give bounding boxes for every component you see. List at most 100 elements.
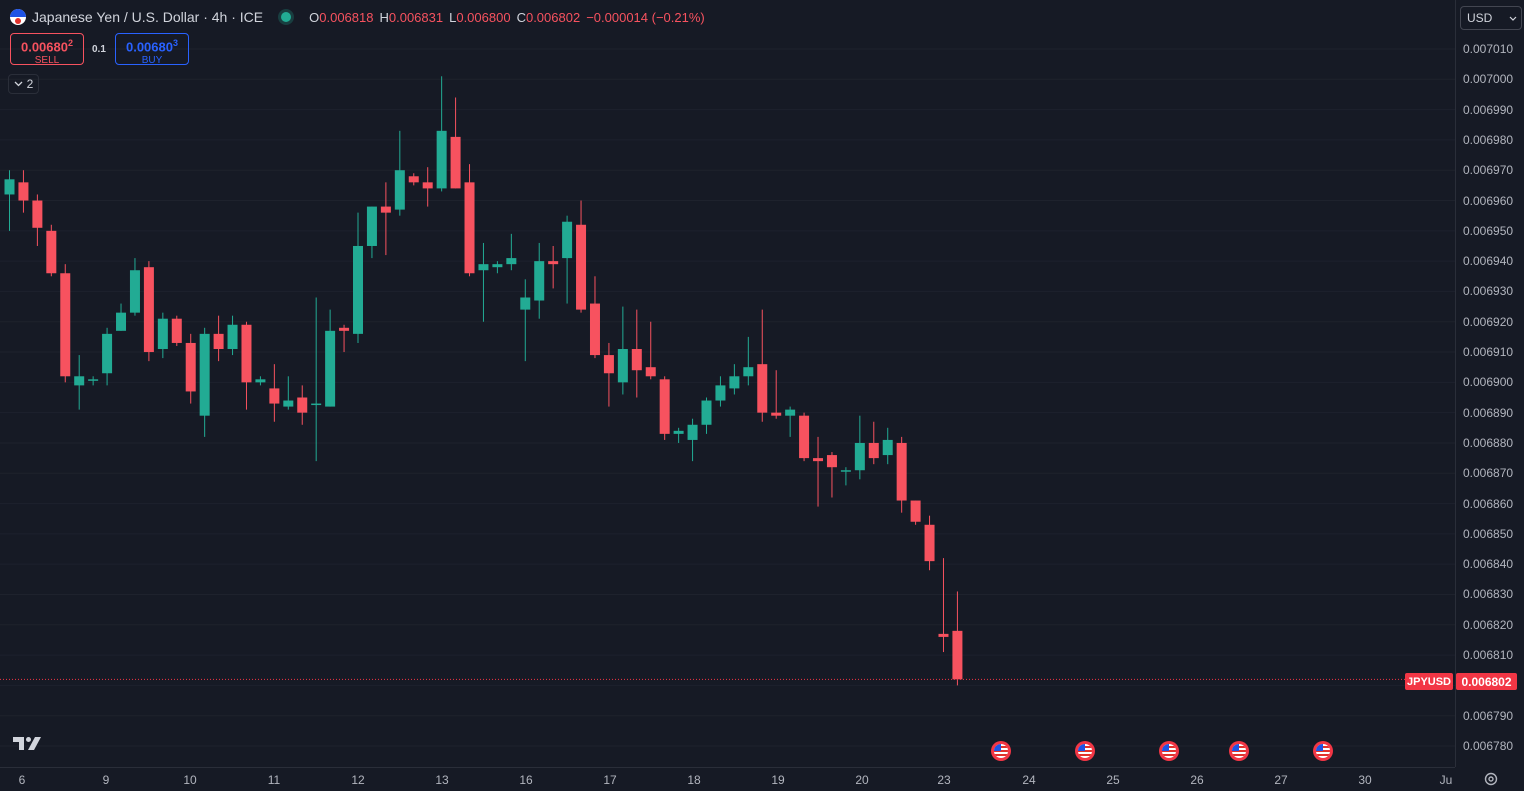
candle[interactable] — [46, 224, 57, 277]
candle[interactable] — [478, 242, 489, 322]
us-economic-event-icon[interactable] — [991, 741, 1011, 761]
candle[interactable] — [715, 376, 726, 407]
candle[interactable] — [4, 170, 15, 231]
candle[interactable] — [157, 312, 168, 359]
candle[interactable] — [227, 315, 238, 356]
candle[interactable] — [771, 370, 782, 419]
price-tick-label: 0.006820 — [1463, 617, 1514, 632]
candle[interactable] — [813, 436, 824, 507]
candle[interactable] — [645, 321, 656, 380]
candle[interactable] — [506, 233, 517, 271]
candle[interactable] — [422, 167, 433, 207]
candle[interactable] — [603, 342, 614, 407]
candle-body — [227, 324, 238, 350]
indicators-toggle-button[interactable]: 2 — [8, 74, 39, 94]
candle[interactable] — [213, 315, 224, 362]
candle[interactable] — [436, 76, 447, 192]
candle[interactable] — [380, 182, 391, 256]
candlestick-chart[interactable] — [0, 0, 1455, 767]
settings-gear-icon[interactable] — [1483, 771, 1499, 787]
candle[interactable] — [464, 164, 475, 277]
candle[interactable] — [116, 303, 127, 331]
candle[interactable] — [185, 333, 196, 404]
candle[interactable] — [143, 261, 154, 362]
chart-pane[interactable]: Japanese Yen / U.S. Dollar · 4h · ICE O0… — [0, 0, 1455, 767]
sell-price: 0.00680 — [20, 39, 68, 55]
candle[interactable] — [450, 97, 461, 189]
candle[interactable] — [408, 173, 419, 186]
candle[interactable] — [255, 376, 266, 386]
currency-select[interactable]: USD — [1460, 6, 1522, 30]
candle[interactable] — [868, 421, 879, 465]
candle[interactable] — [366, 206, 377, 259]
time-axis[interactable]: 6 9 10 11 12 13 16 17 18 19 20 23 24 25 26 27 30 Ju — [0, 767, 1455, 791]
candle-body — [339, 327, 350, 331]
candle[interactable] — [729, 364, 740, 395]
candle[interactable] — [520, 279, 531, 362]
buy-button[interactable]: 0.006803 BUY — [115, 33, 189, 66]
candle[interactable] — [952, 591, 963, 686]
candle[interactable] — [339, 324, 350, 353]
candle[interactable] — [297, 385, 308, 425]
candle[interactable] — [311, 297, 322, 462]
candle[interactable] — [32, 194, 43, 246]
us-economic-event-icon[interactable] — [1159, 741, 1179, 761]
candle[interactable] — [826, 452, 837, 498]
candle[interactable] — [785, 406, 796, 437]
candle[interactable] — [60, 264, 71, 383]
candle[interactable] — [576, 200, 587, 313]
candle[interactable] — [325, 309, 336, 407]
candle[interactable] — [743, 336, 754, 386]
candle[interactable] — [102, 327, 113, 386]
candle[interactable] — [171, 315, 182, 346]
candle[interactable] — [18, 170, 29, 213]
candle[interactable] — [617, 306, 628, 395]
price-tick-label: 0.006880 — [1463, 435, 1514, 450]
chart-legend: Japanese Yen / U.S. Dollar · 4h · ICE O0… — [10, 7, 711, 27]
candle[interactable] — [74, 355, 85, 410]
candle[interactable] — [353, 212, 363, 343]
candle[interactable] — [129, 258, 140, 316]
candle[interactable] — [799, 412, 810, 462]
candle[interactable] — [896, 436, 907, 513]
candle[interactable] — [269, 364, 280, 422]
candle[interactable] — [659, 376, 670, 440]
price-tick-label: 0.006920 — [1463, 314, 1514, 329]
us-economic-event-icon[interactable] — [1313, 741, 1333, 761]
candle[interactable] — [882, 427, 893, 465]
candle[interactable] — [199, 327, 210, 437]
candle-body — [32, 200, 43, 228]
candle[interactable] — [534, 242, 545, 319]
candle[interactable] — [687, 418, 698, 462]
symbol-title[interactable]: Japanese Yen / U.S. Dollar · 4h · ICE — [32, 9, 264, 25]
candle[interactable] — [548, 245, 559, 289]
candle[interactable] — [701, 397, 712, 434]
sell-button[interactable]: 0.006802 SELL — [10, 33, 84, 66]
us-economic-event-icon[interactable] — [1229, 741, 1249, 761]
candle[interactable] — [562, 215, 573, 304]
candle[interactable] — [924, 515, 935, 571]
candle[interactable] — [589, 276, 600, 359]
candle[interactable] — [673, 427, 684, 443]
candle-body — [408, 176, 419, 183]
candle[interactable] — [910, 500, 921, 525]
candle-body — [799, 415, 810, 459]
candle[interactable] — [88, 376, 99, 386]
ohlc-key: H — [379, 9, 389, 25]
candle[interactable] — [631, 309, 642, 398]
price-tick-label: 0.006810 — [1463, 648, 1514, 663]
us-economic-event-icon[interactable] — [1075, 741, 1095, 761]
candle-body — [213, 333, 224, 350]
candle[interactable] — [757, 309, 768, 422]
candle[interactable] — [241, 321, 252, 410]
candle[interactable] — [283, 376, 294, 410]
candle[interactable] — [492, 261, 503, 274]
price-axis[interactable]: USD 0.0067800.0067900.0068000.0068100.00… — [1455, 0, 1524, 767]
price-tick-label: 0.006910 — [1463, 345, 1514, 360]
candle[interactable] — [840, 467, 851, 486]
candle[interactable] — [394, 130, 405, 216]
buy-price-pip: 3 — [172, 38, 178, 48]
candle[interactable] — [938, 558, 949, 653]
price-tick-label: 0.007000 — [1463, 72, 1514, 87]
candle[interactable] — [854, 415, 865, 480]
